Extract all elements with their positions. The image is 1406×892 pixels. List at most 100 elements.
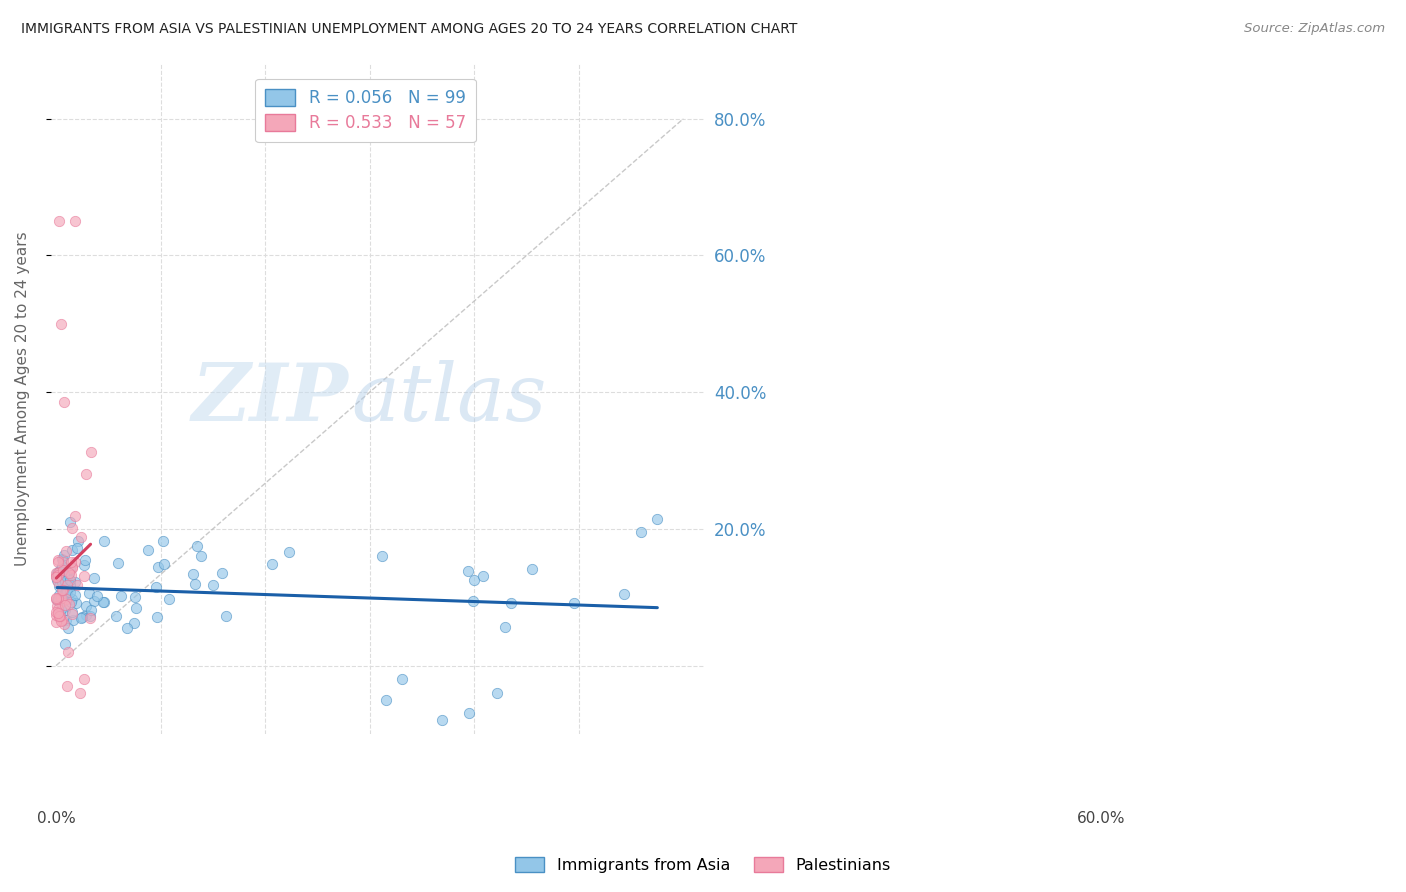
Point <box>51 602 73 616</box>
Point <box>51 559 73 574</box>
Point <box>371 549 394 563</box>
Point <box>430 713 453 727</box>
Text: ZIP: ZIP <box>191 360 349 438</box>
Point <box>51 583 73 598</box>
Point <box>51 317 73 331</box>
Point <box>60 592 83 607</box>
Point <box>457 706 479 721</box>
Point <box>157 591 180 606</box>
Point <box>56 621 79 635</box>
Legend: R = 0.056   N = 99, R = 0.533   N = 57: R = 0.056 N = 99, R = 0.533 N = 57 <box>256 79 475 142</box>
Point <box>146 610 169 624</box>
Point <box>51 614 73 628</box>
Text: 0.0%: 0.0% <box>37 811 76 826</box>
Point <box>51 574 73 589</box>
Point <box>65 588 87 602</box>
Point <box>53 586 76 600</box>
Point <box>60 559 83 574</box>
Point <box>46 592 69 607</box>
Point <box>494 620 516 634</box>
Point <box>122 616 145 631</box>
Point <box>65 596 87 610</box>
Point <box>115 621 138 635</box>
Point <box>52 553 75 567</box>
Point <box>45 615 67 629</box>
Point <box>45 591 67 605</box>
Point <box>46 555 69 569</box>
Point <box>58 566 80 581</box>
Legend: Immigrants from Asia, Palestinians: Immigrants from Asia, Palestinians <box>509 851 897 880</box>
Point <box>60 543 83 558</box>
Point <box>48 579 70 593</box>
Point <box>215 608 238 623</box>
Point <box>62 613 84 627</box>
Point <box>46 599 69 613</box>
Point <box>46 602 69 616</box>
Point <box>45 605 67 619</box>
Point <box>51 552 73 566</box>
Point <box>79 611 101 625</box>
Point <box>211 566 233 581</box>
Point <box>56 585 79 599</box>
Point <box>153 558 176 572</box>
Point <box>83 571 105 585</box>
Point <box>75 608 97 623</box>
Point <box>55 613 77 627</box>
Point <box>499 596 522 610</box>
Point <box>59 515 82 529</box>
Point <box>49 607 72 621</box>
Point <box>45 566 67 581</box>
Point <box>59 584 82 599</box>
Point <box>52 568 75 582</box>
Point <box>55 592 77 607</box>
Point <box>48 568 70 582</box>
Point <box>181 566 204 581</box>
Point <box>48 610 70 624</box>
Point <box>105 609 128 624</box>
Point <box>53 548 76 562</box>
Point <box>66 541 89 555</box>
Point <box>190 549 212 564</box>
Point <box>647 511 669 525</box>
Point <box>278 545 301 559</box>
Point <box>73 553 96 567</box>
Point <box>125 601 148 615</box>
Point <box>75 467 97 482</box>
Point <box>59 578 82 592</box>
Text: 60.0%: 60.0% <box>1077 811 1126 826</box>
Point <box>93 595 115 609</box>
Point <box>46 568 69 582</box>
Point <box>260 557 283 571</box>
Point <box>49 609 72 624</box>
Point <box>136 543 159 558</box>
Point <box>53 599 76 613</box>
Point <box>79 609 101 624</box>
Point <box>58 645 80 659</box>
Point <box>49 563 72 577</box>
Point <box>562 596 585 610</box>
Point <box>67 534 90 549</box>
Point <box>53 603 76 617</box>
Point <box>60 561 83 575</box>
Point <box>52 582 75 597</box>
Point <box>186 539 208 553</box>
Point <box>93 534 115 549</box>
Point <box>55 584 77 599</box>
Point <box>146 560 169 574</box>
Point <box>48 591 70 605</box>
Point <box>53 561 76 575</box>
Point <box>52 563 75 577</box>
Point <box>60 555 83 569</box>
Text: atlas: atlas <box>352 360 547 438</box>
Point <box>58 597 80 611</box>
Point <box>51 591 73 606</box>
Point <box>630 525 652 540</box>
Point <box>77 585 100 599</box>
Point <box>48 214 70 228</box>
Point <box>55 543 77 558</box>
Point <box>48 588 70 602</box>
Point <box>46 606 69 620</box>
Point <box>45 592 67 607</box>
Text: Source: ZipAtlas.com: Source: ZipAtlas.com <box>1244 22 1385 36</box>
Point <box>73 568 96 582</box>
